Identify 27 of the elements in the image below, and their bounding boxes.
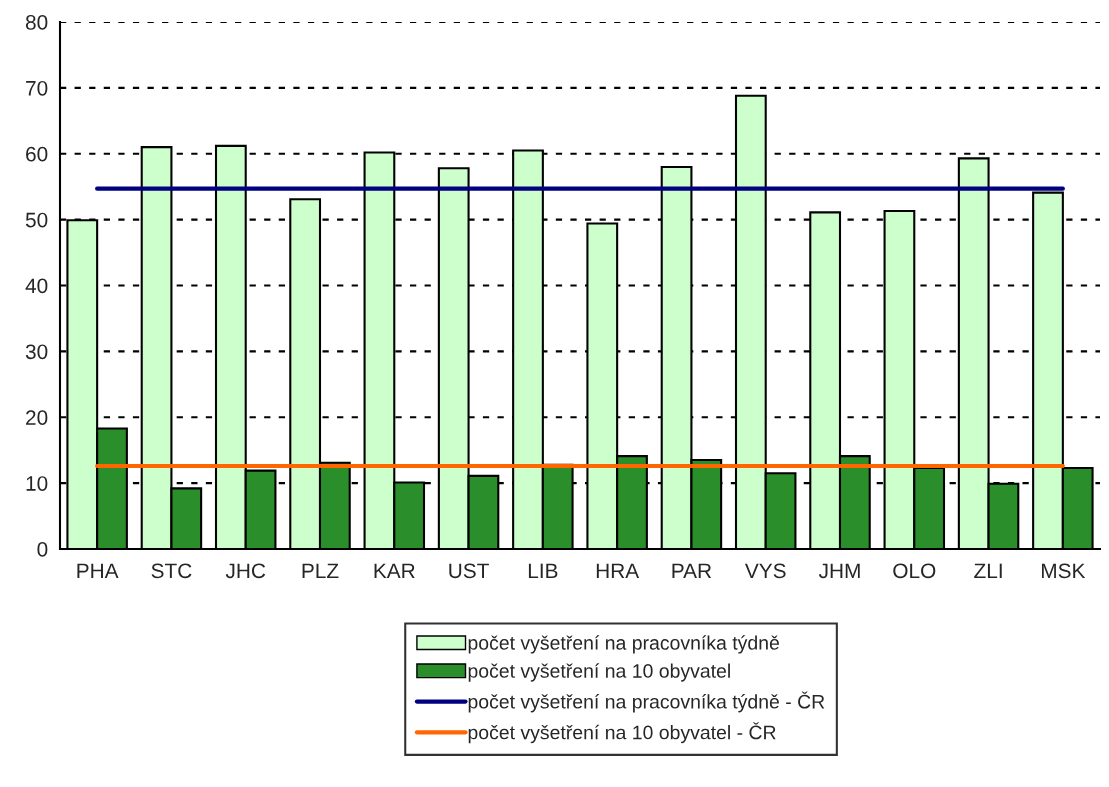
x-tick-label: PHA: [77, 563, 119, 578]
y-tick-label: 50: [25, 212, 48, 228]
x-tick-label: VYS: [744, 563, 786, 579]
x-tick-label: UST: [449, 563, 489, 579]
x-tick-label: STC: [151, 563, 192, 579]
y-tick-label: 20: [26, 410, 48, 425]
y-tick-label: 70: [26, 80, 48, 96]
legend-label: počet vyšetření na 10 obyvatel - ČR: [468, 722, 776, 744]
y-tick-label: 10: [26, 476, 48, 491]
y-tick-label: 60: [26, 146, 48, 162]
x-tick-label: KAR: [374, 563, 415, 578]
x-tick-label: JHC: [225, 563, 266, 579]
y-tick-label: 80: [25, 15, 48, 30]
x-tick-label: PLZ: [302, 563, 339, 578]
x-tick-label: LIB: [528, 563, 558, 578]
x-tick-label: JHM: [818, 563, 860, 579]
x-tick-label: ZLI: [974, 563, 1002, 578]
x-tick-label: HRA: [596, 563, 640, 578]
x-tick-label: MSK: [1041, 563, 1086, 579]
legend-label: počet vyšetření na pracovníka týdně: [468, 635, 779, 654]
x-tick-label: PAR: [672, 563, 712, 578]
legend-label: počet vyšetření na 10 obyvatel: [468, 663, 730, 682]
legend-label: počet vyšetření na pracovníka týdně - ČR: [468, 691, 825, 713]
y-tick-label: 40: [25, 278, 48, 294]
y-tick-label: 30: [25, 344, 48, 360]
y-tick-label: 0: [37, 542, 48, 557]
x-tick-label: OLO: [893, 563, 936, 579]
